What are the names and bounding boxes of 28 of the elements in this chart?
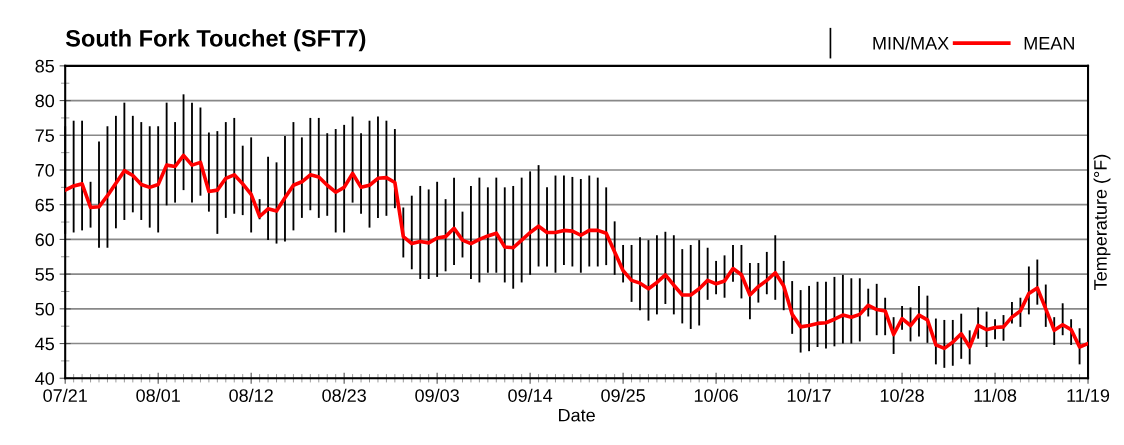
chart-title: South Fork Touchet (SFT7) xyxy=(65,29,366,52)
x-tick-label: 10/28 xyxy=(880,388,924,402)
legend-label: MIN/MAX xyxy=(873,36,949,50)
x-tick-label: 08/23 xyxy=(322,388,366,402)
x-tick-label: 07/21 xyxy=(43,388,87,402)
x-tick-label: 10/17 xyxy=(787,388,831,402)
legend-label: MEAN xyxy=(1024,37,1074,50)
y-tick-label: 50 xyxy=(35,302,55,316)
x-tick-label: 11/08 xyxy=(974,388,1017,402)
y-tick-label: 40 xyxy=(35,372,55,385)
y-tick-label: 60 xyxy=(35,233,55,247)
y-tick-label: 45 xyxy=(35,337,55,351)
y-tick-label: 55 xyxy=(35,268,55,281)
line-series xyxy=(65,153,1089,351)
x-tick-label: 10/06 xyxy=(694,388,738,402)
y-axis-title: Temperature (°F) xyxy=(1093,154,1111,290)
x-tick-label: 11/19 xyxy=(1067,388,1110,402)
y-tick-label: 80 xyxy=(35,94,55,108)
x-axis-title: Date xyxy=(559,408,595,422)
x-tick-label: 09/14 xyxy=(508,388,553,402)
y-tick-label: 85 xyxy=(35,59,55,73)
y-tick-label: 70 xyxy=(35,163,55,177)
y-tick-label: 75 xyxy=(35,129,55,142)
y-tick-label: 65 xyxy=(35,198,55,212)
x-tick-label: 08/12 xyxy=(229,388,273,402)
x-tick-label: 09/03 xyxy=(415,388,459,402)
x-tick-label: 08/01 xyxy=(136,388,180,402)
x-tick-label: 09/25 xyxy=(601,388,645,402)
